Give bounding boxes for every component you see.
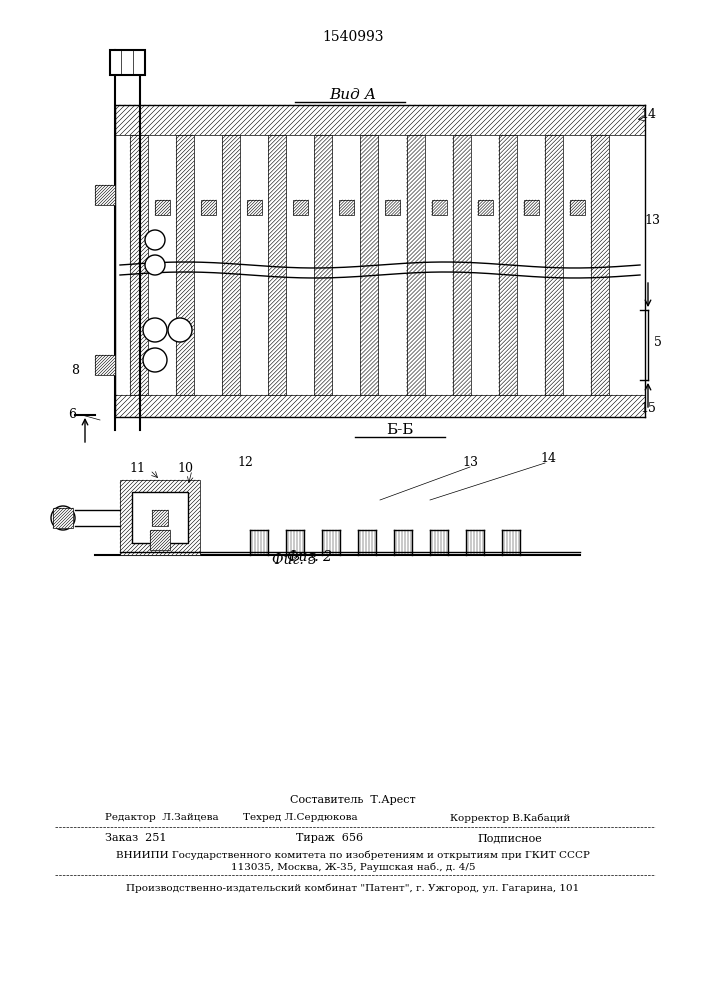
Bar [115,395,645,417]
Text: ВНИИПИ Государственного комитета по изобретениям и открытиям при ГКИТ СССР: ВНИИПИ Государственного комитета по изоб… [116,850,590,860]
Text: Составитель  Т.Арест: Составитель Т.Арест [290,795,416,805]
Text: 5: 5 [654,336,662,350]
Bar [150,530,170,550]
Text: Корректор В.Кабаций: Корректор В.Кабаций [450,813,570,823]
Bar [315,135,332,395]
Bar [95,185,115,205]
Circle shape [143,348,167,372]
Bar [361,135,378,395]
Text: 1540993: 1540993 [322,30,384,44]
Bar [293,200,308,215]
Text: Тираж  656: Тираж 656 [296,833,363,843]
Text: 11: 11 [129,462,145,475]
Bar [452,135,471,395]
Bar [524,200,539,215]
Text: Заказ  251: Заказ 251 [105,833,167,843]
Text: 13: 13 [462,456,478,468]
Bar [247,200,262,215]
Bar [545,135,563,395]
Text: 12: 12 [237,456,253,468]
Text: Б-Б: Б-Б [386,423,414,437]
Bar [120,480,200,555]
Bar [155,200,170,215]
Bar [570,200,585,215]
Circle shape [168,318,192,342]
Bar [115,105,645,135]
Bar [95,355,115,375]
Text: Техред Л.Сердюкова: Техред Л.Сердюкова [243,814,357,822]
Text: 6: 6 [68,408,76,422]
Circle shape [51,506,75,530]
Text: Производственно-издательский комбинат "Патент", г. Ужгород, ул. Гагарина, 101: Производственно-издательский комбинат "П… [127,883,580,893]
Bar [591,135,609,395]
Circle shape [145,230,165,250]
Bar [478,200,493,215]
Bar [53,508,73,528]
Bar [268,135,286,395]
Text: 10: 10 [177,462,193,475]
Bar [407,135,424,395]
Text: 8: 8 [71,363,79,376]
Bar [176,135,194,395]
Circle shape [143,318,167,342]
Bar [110,50,145,75]
Bar [201,200,216,215]
Circle shape [145,255,165,275]
Bar [152,510,168,526]
Bar [130,135,148,395]
Text: 113035, Москва, Ж-35, Раушская наб., д. 4/5: 113035, Москва, Ж-35, Раушская наб., д. … [230,862,475,872]
Bar [431,200,447,215]
Bar [498,135,517,395]
Text: 15: 15 [640,401,656,414]
Text: 13: 13 [644,214,660,227]
Bar [222,135,240,395]
Text: Вид А: Вид А [329,88,377,102]
Text: Редактор  Л.Зайцева: Редактор Л.Зайцева [105,814,218,822]
Text: 14: 14 [640,108,656,121]
Bar [132,492,188,543]
Bar [385,200,400,215]
Text: 14: 14 [540,452,556,464]
Text: Фиг. 2: Фиг. 2 [288,550,332,564]
Bar [339,200,354,215]
Text: Фиг. 3: Фиг. 3 [272,553,317,567]
Text: Подписное: Подписное [478,833,542,843]
